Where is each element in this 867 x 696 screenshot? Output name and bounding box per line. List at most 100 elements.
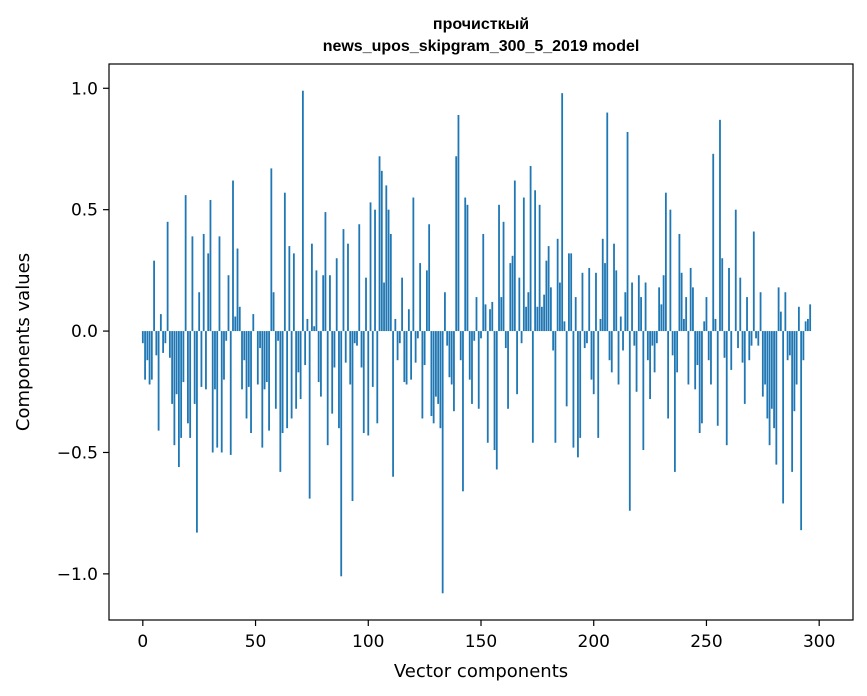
- bar: [646, 331, 649, 361]
- bar: [238, 306, 241, 332]
- bar: [274, 331, 277, 409]
- bar: [516, 331, 518, 395]
- bar: [804, 321, 807, 332]
- bar: [250, 331, 252, 434]
- bar: [664, 192, 667, 332]
- bar: [752, 231, 755, 332]
- bar: [455, 156, 458, 332]
- bar: [807, 318, 809, 332]
- x-tick-label: 100: [352, 632, 384, 652]
- bar: [184, 195, 187, 332]
- bar: [635, 331, 638, 392]
- bar: [606, 112, 609, 332]
- bar: [362, 331, 365, 434]
- bar: [500, 297, 503, 332]
- bar: [504, 331, 507, 349]
- bar: [531, 331, 534, 443]
- bar: [552, 331, 555, 351]
- bar: [216, 331, 219, 448]
- bar: [268, 331, 270, 431]
- bar: [746, 297, 748, 332]
- bar: [428, 224, 431, 332]
- bar: [421, 331, 424, 419]
- bar: [410, 331, 413, 380]
- bar: [202, 233, 205, 332]
- bar: [396, 331, 399, 361]
- x-tick-label: 150: [465, 632, 497, 652]
- bar: [430, 331, 433, 417]
- bar: [568, 253, 570, 332]
- bar: [694, 331, 697, 390]
- bar: [540, 306, 543, 332]
- bar: [619, 316, 622, 332]
- bar: [335, 258, 338, 332]
- bar: [290, 331, 293, 419]
- bar: [182, 331, 185, 383]
- bar: [252, 314, 255, 332]
- bar: [495, 331, 498, 470]
- bar: [486, 331, 489, 443]
- y-tick-label: 0.5: [71, 201, 98, 221]
- bar: [475, 297, 478, 332]
- x-axis-ticks: 0 50 100 150 200 250 300: [137, 620, 835, 652]
- bar: [549, 287, 552, 332]
- bar: [358, 224, 361, 332]
- bar: [153, 260, 155, 332]
- bar: [229, 331, 232, 455]
- bar: [173, 331, 176, 446]
- bar: [581, 272, 584, 332]
- bar: [741, 331, 744, 363]
- bar: [525, 306, 527, 332]
- bar: [392, 331, 394, 477]
- bar: [802, 331, 805, 361]
- bar: [347, 243, 349, 332]
- bar: [543, 294, 546, 332]
- bar: [491, 301, 494, 332]
- bar: [788, 331, 791, 356]
- bar: [205, 331, 207, 390]
- bar: [662, 275, 665, 332]
- bar: [743, 331, 746, 404]
- bar: [191, 236, 194, 332]
- bar: [626, 131, 629, 332]
- bar: [171, 331, 174, 404]
- bar: [770, 331, 773, 409]
- bar: [425, 270, 428, 332]
- bar: [146, 331, 149, 361]
- bar: [150, 331, 153, 380]
- bar: [450, 331, 453, 385]
- bar: [597, 331, 600, 438]
- bar: [768, 331, 771, 446]
- bar: [750, 331, 753, 346]
- bar: [653, 331, 656, 373]
- bar: [484, 304, 487, 332]
- bar: [725, 331, 728, 446]
- bar: [369, 202, 372, 332]
- bar: [673, 331, 676, 472]
- bar: [640, 297, 642, 332]
- bar: [286, 331, 289, 429]
- bar: [777, 287, 780, 332]
- bar: [376, 331, 379, 424]
- bar: [259, 331, 261, 349]
- bar: [719, 119, 721, 332]
- bar: [320, 331, 322, 397]
- bar: [471, 331, 473, 404]
- bar: [218, 236, 221, 332]
- bar: [155, 331, 158, 356]
- bar: [189, 331, 192, 438]
- bar: [527, 292, 530, 332]
- bar: [705, 297, 708, 332]
- bar: [200, 331, 203, 387]
- bar: [236, 248, 239, 332]
- bar: [193, 331, 196, 404]
- bar: [615, 270, 618, 332]
- bar: [473, 331, 476, 341]
- bar: [755, 331, 757, 339]
- bar: [595, 272, 597, 332]
- bar: [800, 331, 803, 531]
- bar: [793, 331, 796, 412]
- bar: [509, 263, 512, 332]
- bar: [579, 331, 582, 438]
- bar: [365, 277, 367, 332]
